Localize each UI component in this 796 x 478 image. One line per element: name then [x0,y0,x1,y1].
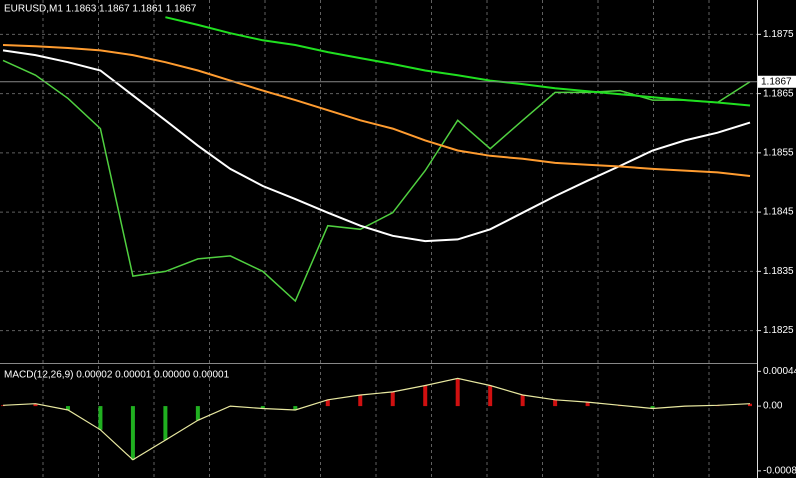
price-line [2,49,751,243]
macd-bar [1,405,5,407]
y-tick-label: 1.1835 [763,266,794,277]
macd-bar [325,399,330,407]
macd-bar [520,395,525,407]
price-line [165,16,751,107]
price-line [2,59,751,303]
y-tick-label: 1.1865 [763,88,794,99]
macd-line [2,377,751,461]
macd-bar [650,406,655,409]
macd-bar [130,406,135,460]
macd-bar [358,395,363,407]
macd-bar [553,399,558,407]
price-line [2,44,751,177]
chart-title: EURUSD,M1 1.1863 1.1867 1.1861 1.1867 [4,4,197,15]
y-tick-label: 0.00044 [763,366,796,377]
macd-bar [423,385,428,407]
y-tick-label: 1.1875 [763,29,794,40]
macd-bar [455,378,460,407]
macd-bar [488,385,493,407]
macd-bar [748,403,752,407]
y-tick-label: 1.1845 [763,207,794,218]
y-tick-label: -0.00082 [763,466,796,477]
macd-bar [293,406,298,411]
macd-bar [390,391,395,407]
macd-bar [260,406,265,409]
macd-bar [585,402,590,407]
macd-bar [195,406,200,421]
macd-title: MACD(12,26,9) 0.00002 0.00001 0.00000 0.… [4,370,230,381]
y-tick-label: 1.1825 [763,325,794,336]
macd-bar [98,406,103,430]
last-price-label: 1.1867 [761,76,792,87]
macd-bar [33,403,38,407]
macd-bar [65,406,70,411]
last-price-box [758,75,796,88]
macd-bar [163,406,168,441]
y-tick-label: 0.00 [763,401,783,412]
y-tick-label: 1.1855 [763,147,794,158]
